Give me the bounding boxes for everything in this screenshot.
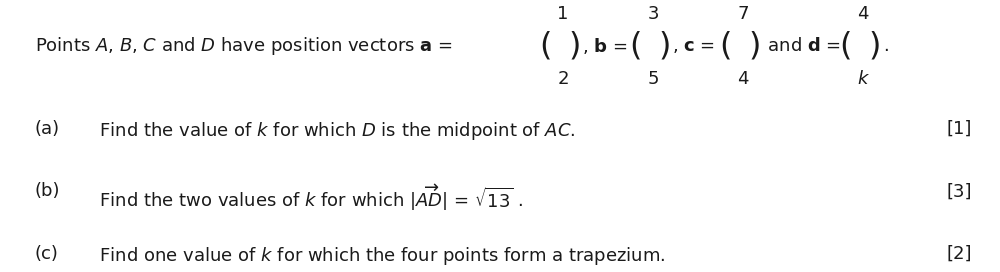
Text: Find the value of $k$ for which $D$ is the midpoint of $AC$.: Find the value of $k$ for which $D$ is t… bbox=[88, 120, 576, 142]
Text: [1]: [1] bbox=[947, 120, 972, 138]
Text: (: ( bbox=[839, 31, 851, 62]
Text: (: ( bbox=[719, 31, 731, 62]
Text: 4: 4 bbox=[857, 5, 869, 23]
Text: and $\mathbf{d}$ =: and $\mathbf{d}$ = bbox=[762, 37, 843, 55]
Text: .: . bbox=[883, 37, 889, 55]
Text: [2]: [2] bbox=[946, 245, 972, 263]
Text: (: ( bbox=[539, 31, 551, 62]
Text: ): ) bbox=[569, 31, 581, 62]
Text: ): ) bbox=[749, 31, 761, 62]
Text: 3: 3 bbox=[647, 5, 659, 23]
Text: , $\mathbf{c}$ =: , $\mathbf{c}$ = bbox=[672, 37, 717, 55]
Text: (: ( bbox=[629, 31, 641, 62]
Text: 5: 5 bbox=[647, 70, 659, 88]
Text: ): ) bbox=[659, 31, 671, 62]
Text: 4: 4 bbox=[737, 70, 749, 88]
Text: k: k bbox=[858, 70, 868, 88]
Text: (a): (a) bbox=[35, 120, 60, 138]
Text: Find one value of $k$ for which the four points form a trapezium.: Find one value of $k$ for which the four… bbox=[88, 245, 665, 267]
Text: ): ) bbox=[869, 31, 881, 62]
Text: [3]: [3] bbox=[946, 182, 972, 200]
Text: (b): (b) bbox=[35, 182, 60, 200]
Text: 2: 2 bbox=[557, 70, 569, 88]
Text: , $\mathbf{b}$ =: , $\mathbf{b}$ = bbox=[582, 36, 629, 56]
Text: 7: 7 bbox=[737, 5, 749, 23]
Text: (c): (c) bbox=[35, 245, 59, 263]
Text: 1: 1 bbox=[557, 5, 569, 23]
Text: Find the two values of $k$ for which $|\overrightarrow{AD}|$ = $\sqrt{13}$ .: Find the two values of $k$ for which $|\… bbox=[88, 182, 523, 213]
Text: Points $A$, $B$, $C$ and $D$ have position vectors $\mathbf{a}$ =: Points $A$, $B$, $C$ and $D$ have positi… bbox=[35, 35, 454, 57]
